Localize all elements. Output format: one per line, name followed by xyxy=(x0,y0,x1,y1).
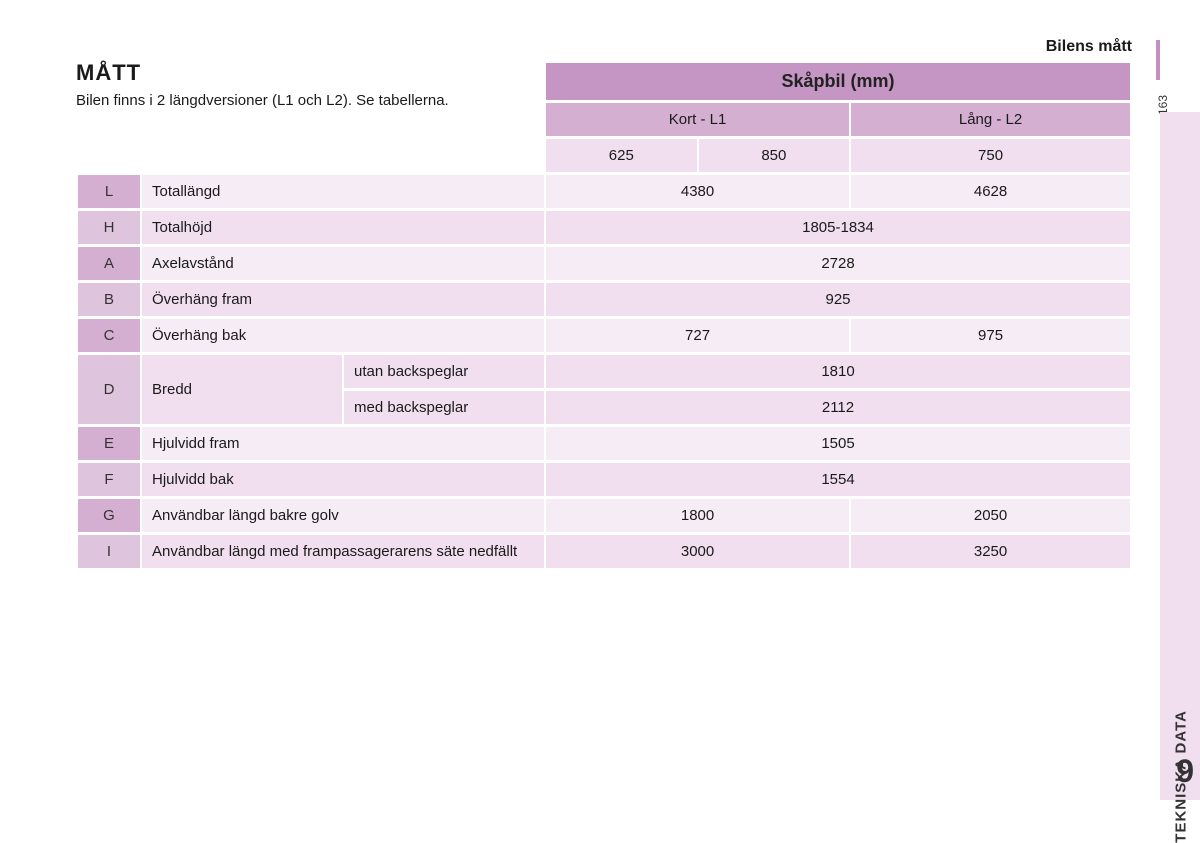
table-row: C Överhäng bak 727 975 xyxy=(78,319,1130,352)
cell-value: 3250 xyxy=(851,535,1130,568)
row-code: A xyxy=(78,247,140,280)
row-code: D xyxy=(78,355,140,424)
row-label: Axelavstånd xyxy=(142,247,544,280)
header-main: Skåpbil (mm) xyxy=(546,63,1130,100)
row-label: Överhäng fram xyxy=(142,283,544,316)
row-label: Totalhöjd xyxy=(142,211,544,244)
row-label: Användbar längd med frampassagerarens sä… xyxy=(142,535,544,568)
row-sublabel: med backspeglar xyxy=(344,391,544,424)
row-label: Bredd xyxy=(142,355,342,424)
table-row: I Användbar längd med frampassagerarens … xyxy=(78,535,1130,568)
table-row: E Hjulvidd fram 1505 xyxy=(78,427,1130,460)
cell-value: 1554 xyxy=(546,463,1130,496)
side-tab: TEKNISKA DATA 9 xyxy=(1160,112,1200,800)
table-row: G Användbar längd bakre golv 1800 2050 xyxy=(78,499,1130,532)
cell-value: 975 xyxy=(851,319,1130,352)
row-code: H xyxy=(78,211,140,244)
cell-value: 2050 xyxy=(851,499,1130,532)
breadcrumb: Bilens mått xyxy=(1046,38,1132,56)
cell-value: 1810 xyxy=(546,355,1130,388)
row-label: Användbar längd bakre golv xyxy=(142,499,544,532)
cell-value: 925 xyxy=(546,283,1130,316)
cell-value: 1805-1834 xyxy=(546,211,1130,244)
cell-value: 750 xyxy=(851,139,1130,172)
table-header-row: Skåpbil (mm) xyxy=(78,63,1130,100)
header-l2: Lång - L2 xyxy=(851,103,1130,136)
cell-value: 850 xyxy=(699,139,850,172)
table-row: A Axelavstånd 2728 xyxy=(78,247,1130,280)
row-spacer xyxy=(78,139,544,172)
table-row: D Bredd utan backspeglar 1810 xyxy=(78,355,1130,388)
row-sublabel: utan backspeglar xyxy=(344,355,544,388)
cell-value: 727 xyxy=(546,319,849,352)
cell-value: 1505 xyxy=(546,427,1130,460)
header-l1: Kort - L1 xyxy=(546,103,849,136)
row-label: Totallängd xyxy=(142,175,544,208)
row-code: C xyxy=(78,319,140,352)
page: 163 Bilens mått TEKNISKA DATA 9 MÅTT Bil… xyxy=(0,0,1200,800)
table-row: H Totalhöjd 1805-1834 xyxy=(78,211,1130,244)
table-subheader-row: Kort - L1 Lång - L2 xyxy=(78,103,1130,136)
cell-value: 2112 xyxy=(546,391,1130,424)
cell-value: 2728 xyxy=(546,247,1130,280)
cell-value: 3000 xyxy=(546,535,849,568)
row-code: F xyxy=(78,463,140,496)
row-label: Hjulvidd bak xyxy=(142,463,544,496)
table-row: B Överhäng fram 925 xyxy=(78,283,1130,316)
row-code: G xyxy=(78,499,140,532)
table-row: F Hjulvidd bak 1554 xyxy=(78,463,1130,496)
row-code: E xyxy=(78,427,140,460)
chapter-number: 9 xyxy=(1176,753,1194,790)
cell-value: 4628 xyxy=(851,175,1130,208)
row-code: B xyxy=(78,283,140,316)
table-row: L Totallängd 4380 4628 xyxy=(78,175,1130,208)
dimensions-table: Skåpbil (mm) Kort - L1 Lång - L2 625 850… xyxy=(76,60,1132,571)
row-code: I xyxy=(78,535,140,568)
page-marker xyxy=(1156,40,1160,80)
row-code: L xyxy=(78,175,140,208)
header-spacer xyxy=(78,63,544,100)
row-label: Hjulvidd fram xyxy=(142,427,544,460)
cell-value: 4380 xyxy=(546,175,849,208)
cell-value: 625 xyxy=(546,139,697,172)
header-spacer xyxy=(78,103,544,136)
table-row: 625 850 750 xyxy=(78,139,1130,172)
row-label: Överhäng bak xyxy=(142,319,544,352)
cell-value: 1800 xyxy=(546,499,849,532)
